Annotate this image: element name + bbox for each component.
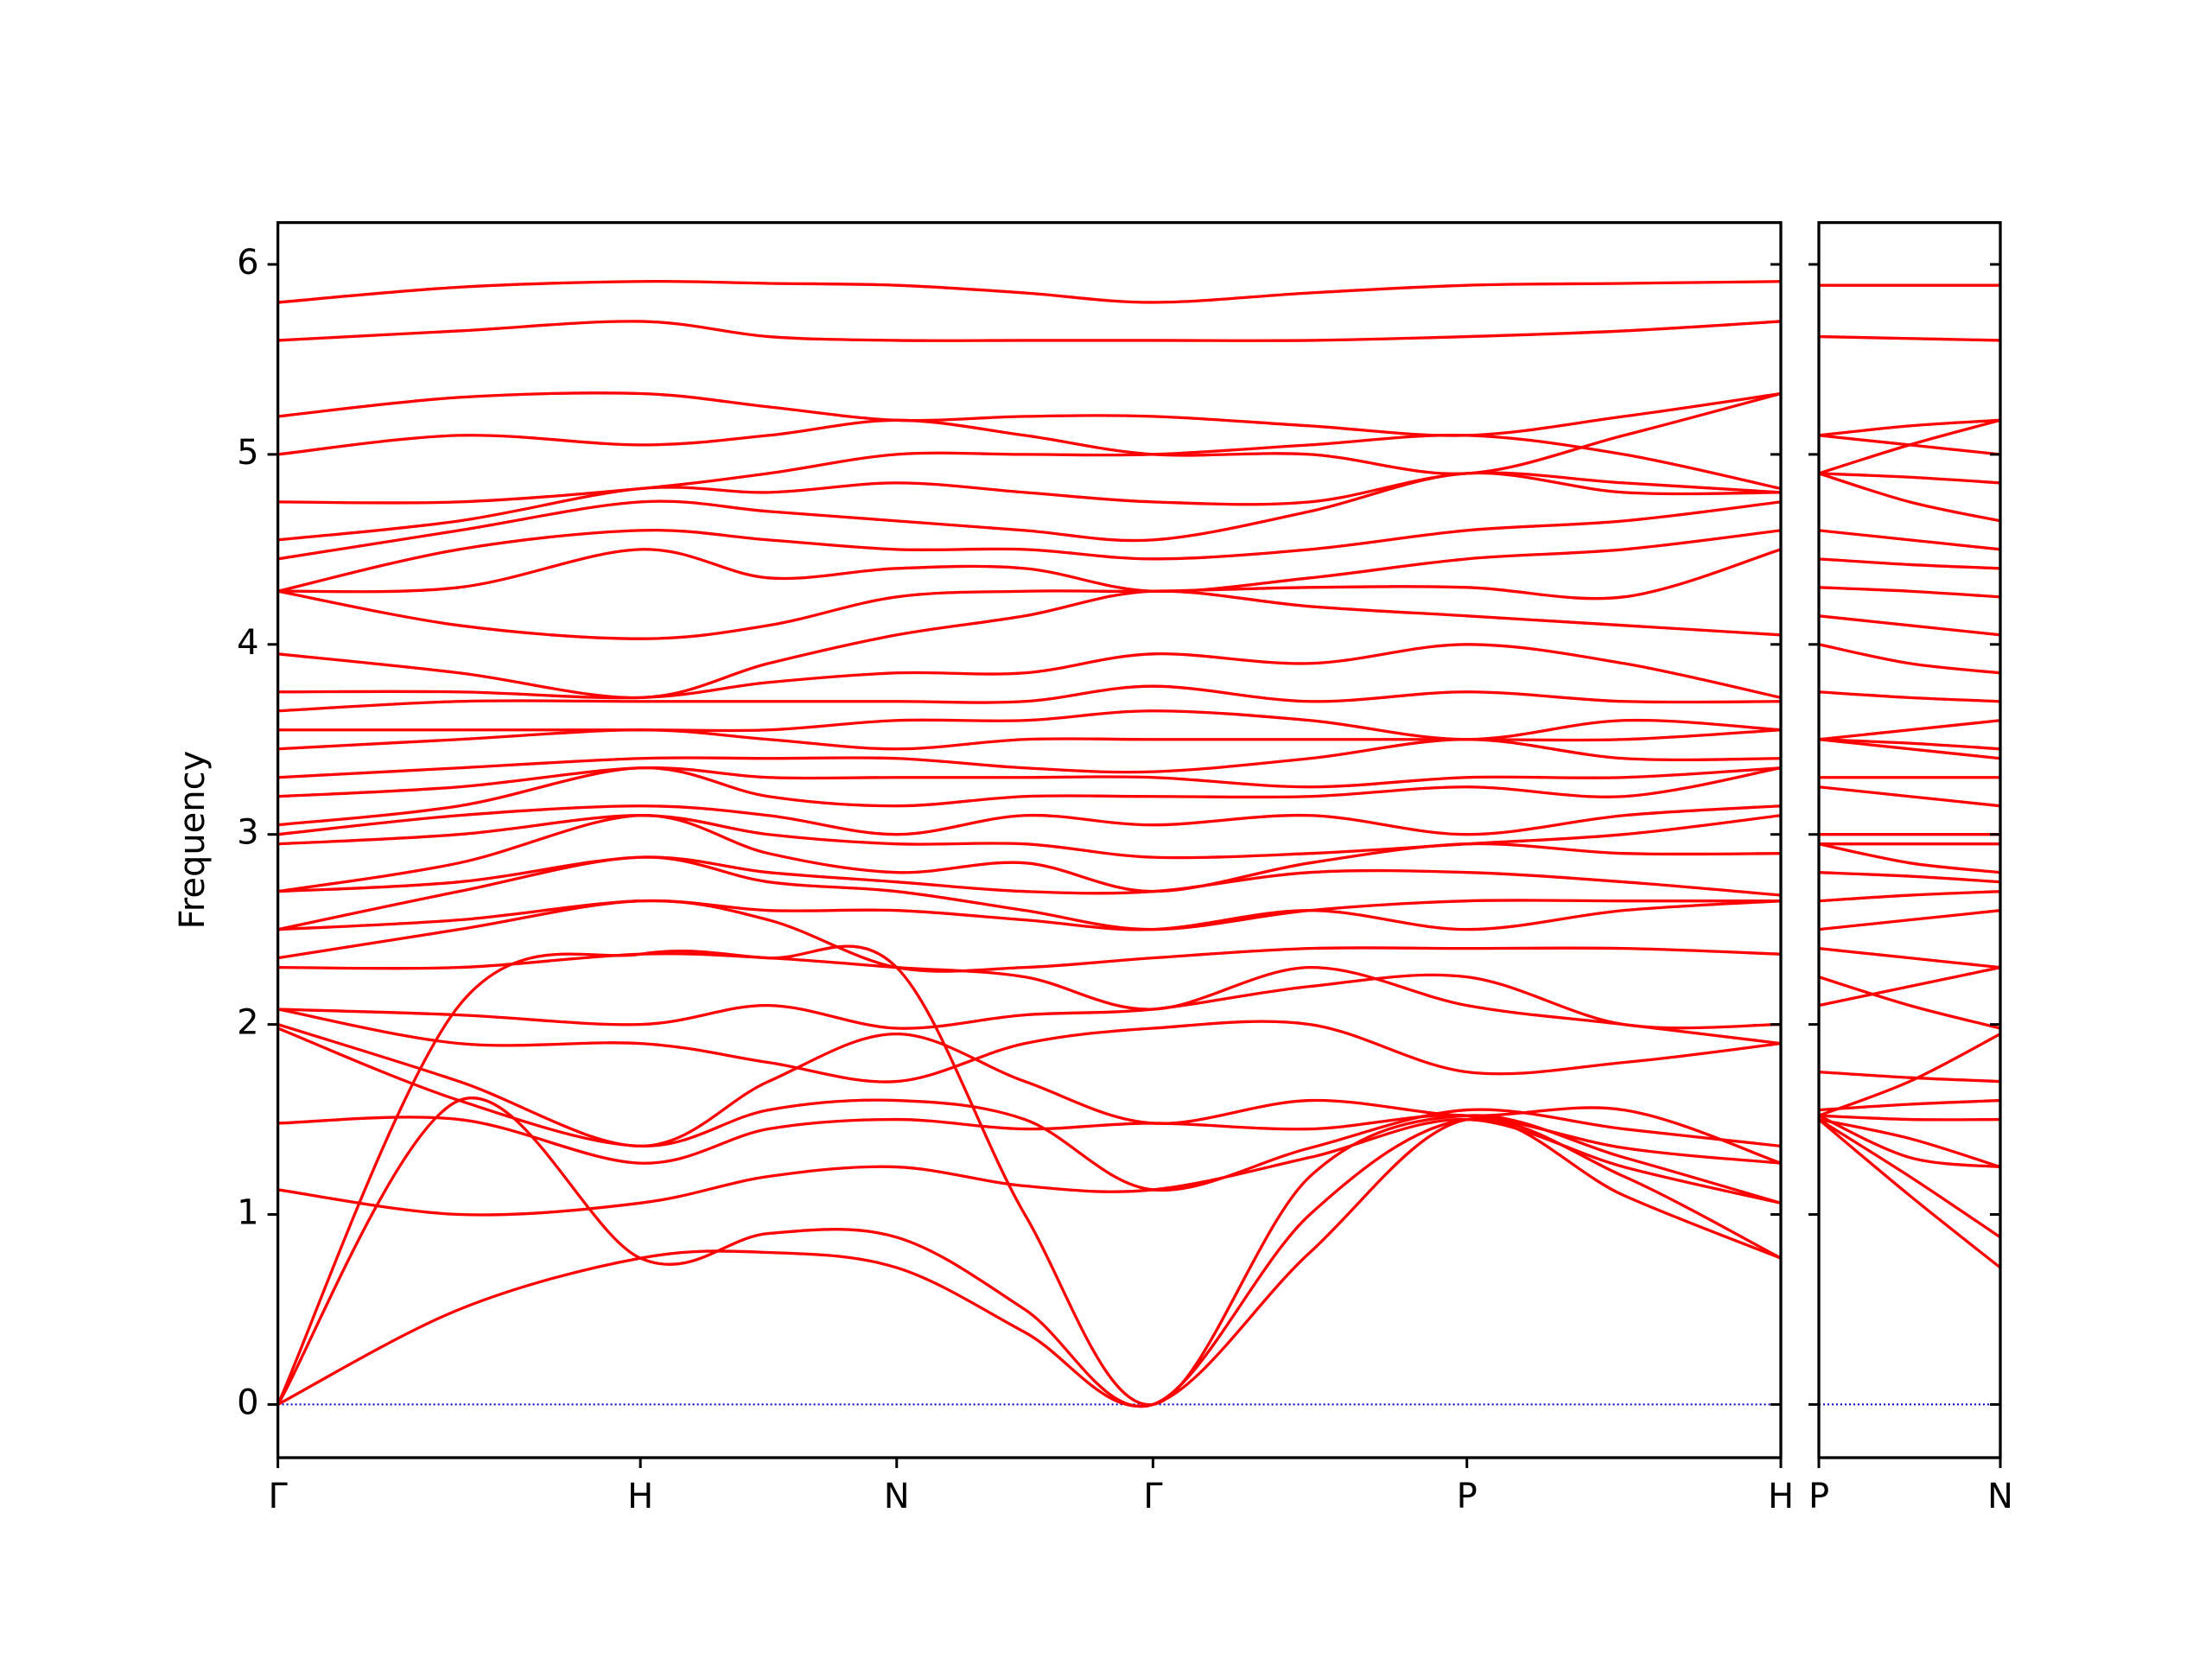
x-tick-label: N — [884, 1477, 910, 1516]
band-line — [277, 899, 1782, 973]
y-tick-label: 0 — [237, 1382, 258, 1422]
band-line — [1819, 557, 2000, 570]
band-line — [277, 855, 1782, 897]
band-line — [1819, 1117, 2000, 1169]
band-line — [1819, 1118, 2000, 1269]
band-line — [1819, 1114, 2000, 1122]
x-tick-label: H — [1768, 1477, 1794, 1516]
band-line — [1819, 785, 2000, 808]
band-line — [277, 1027, 1782, 1192]
band-line — [1819, 529, 2000, 551]
band-line — [277, 1007, 1782, 1084]
band-line — [277, 320, 1782, 342]
band-line — [1819, 966, 2000, 1007]
band-line — [277, 500, 1782, 593]
band-line — [277, 804, 1782, 836]
band-line — [277, 1096, 1782, 1408]
band-line — [277, 589, 1782, 700]
band-line — [1819, 1033, 2000, 1117]
band-line — [277, 391, 1782, 475]
x-tick-label: Γ — [268, 1477, 288, 1516]
band-line — [1819, 334, 2000, 342]
band-line — [277, 471, 1782, 542]
band-line — [277, 1116, 1782, 1408]
y-tick-label: 2 — [237, 1003, 258, 1043]
band-line — [1819, 890, 2000, 903]
y-tick-label: 3 — [237, 813, 258, 853]
y-tick-label: 4 — [237, 623, 258, 663]
band-line — [277, 855, 1781, 931]
band-line — [1819, 690, 2000, 703]
band-line — [1819, 1070, 2000, 1084]
band-line — [277, 728, 1782, 751]
band-line — [1819, 418, 2000, 475]
band-line — [1819, 418, 2000, 437]
band-line — [277, 434, 1782, 505]
band-line — [277, 973, 1782, 1030]
band-line — [277, 529, 1782, 594]
band-line — [1819, 909, 2000, 931]
band-line — [277, 709, 1782, 741]
band-line — [1819, 976, 2000, 1030]
axes-frame — [1817, 220, 2002, 1459]
band-line — [1819, 1114, 2000, 1169]
band-line — [1819, 947, 2000, 969]
band-line — [277, 548, 1782, 640]
axes-frame — [276, 220, 1783, 1459]
band-line — [277, 1023, 1782, 1165]
band-line — [277, 814, 1782, 893]
band-line — [277, 684, 1782, 713]
band-line — [277, 738, 1782, 779]
band-line — [277, 766, 1782, 827]
band-line — [1819, 1118, 2000, 1239]
band-line — [1819, 586, 2000, 599]
band-line — [277, 1117, 1782, 1217]
band-line — [277, 814, 1782, 860]
x-tick-label: N — [1987, 1477, 2013, 1516]
x-tick-label: P — [1808, 1477, 1829, 1516]
x-tick-label: H — [627, 1477, 653, 1516]
band-line — [277, 643, 1782, 700]
band-line — [277, 766, 1782, 798]
band-line — [1819, 643, 2000, 675]
band-line — [1819, 719, 2000, 741]
x-tick-label: P — [1457, 1477, 1478, 1516]
band-line — [1819, 472, 2000, 523]
band-line — [277, 952, 1782, 1046]
y-tick-label: 6 — [237, 243, 258, 283]
band-line — [277, 471, 1782, 561]
band-line — [1819, 842, 2000, 874]
band-line — [277, 391, 1782, 437]
band-line — [1819, 614, 2000, 637]
x-tick-label: Γ — [1143, 1477, 1163, 1516]
band-line — [1819, 871, 2000, 884]
y-tick-label: 5 — [237, 433, 258, 473]
band-line — [277, 899, 1782, 931]
band-line — [277, 1114, 1782, 1165]
band-line — [277, 279, 1782, 304]
band-line — [1819, 738, 2000, 751]
band-line — [1819, 472, 2000, 485]
y-axis-label: Frequency — [173, 751, 213, 930]
y-tick-label: 1 — [237, 1193, 258, 1233]
